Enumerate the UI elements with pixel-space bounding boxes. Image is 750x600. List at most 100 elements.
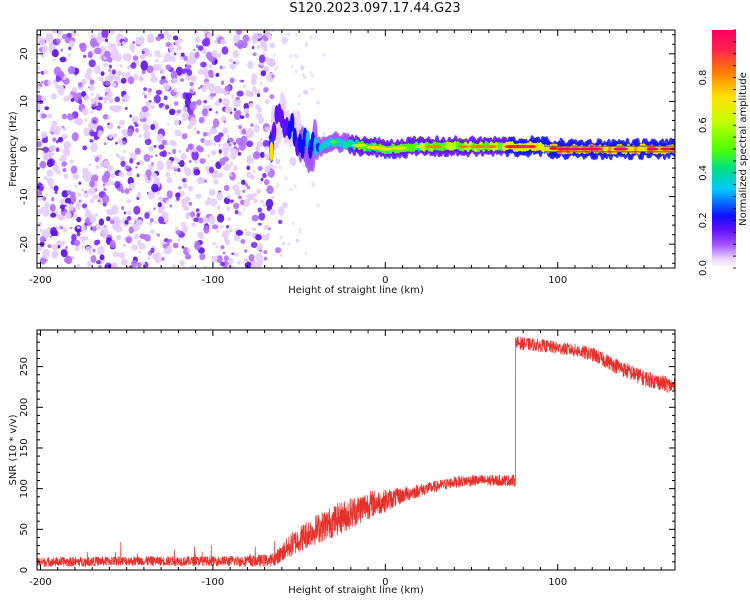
noise-speck [173, 87, 178, 93]
noise-speck [143, 234, 151, 242]
noise-speck [208, 82, 216, 93]
faint-speck [310, 87, 314, 91]
noise-speck [255, 252, 263, 262]
noise-speck [156, 133, 164, 143]
noise-speck [140, 60, 149, 71]
noise-speck [220, 261, 225, 267]
noise-speck [113, 109, 117, 113]
spectrogram-x-ticks: -200 -100 0 100 [29, 30, 662, 286]
noise-speck [158, 144, 165, 150]
noise-speck [192, 222, 196, 227]
noise-speck [226, 207, 231, 211]
noise-speck [148, 91, 152, 96]
noise-speck [120, 156, 126, 162]
noise-speck [94, 47, 102, 55]
noise-speck [181, 133, 188, 140]
noise-speck [185, 253, 192, 260]
noise-speck [51, 49, 59, 58]
noise-speck [182, 183, 188, 189]
noise-speck [231, 252, 235, 256]
noise-speck [50, 226, 58, 237]
noise-speck [271, 30, 275, 33]
noise-speck [258, 245, 264, 250]
noise-speck [163, 238, 169, 243]
noise-speck [218, 143, 221, 148]
noise-speck [240, 199, 245, 206]
noise-speck [118, 171, 125, 178]
noise-speck [82, 145, 88, 151]
noise-speck [84, 222, 88, 227]
noise-speck [243, 108, 250, 114]
noise-speck [229, 107, 233, 112]
noise-speck [37, 208, 43, 216]
noise-speck [232, 184, 240, 192]
noise-speck [121, 262, 125, 266]
noise-speck [120, 30, 123, 33]
noise-speck [100, 71, 105, 77]
noise-speck [247, 91, 254, 98]
noise-speck [161, 75, 166, 80]
noise-speck [37, 85, 41, 90]
noise-speck [256, 44, 261, 49]
noise-speck [131, 115, 139, 123]
noise-speck [215, 111, 219, 114]
noise-speck [126, 216, 132, 221]
noise-speck [155, 89, 163, 96]
noise-speck [263, 178, 270, 186]
noise-speck [185, 64, 192, 70]
noise-speck [222, 98, 230, 107]
noise-speck [244, 249, 248, 253]
noise-speck [71, 255, 75, 260]
noise-speck [92, 248, 96, 253]
faint-speck [279, 235, 283, 240]
noise-speck [108, 64, 112, 69]
colorbar-tick-label: 0.0 [698, 260, 709, 276]
noise-speck [228, 143, 232, 147]
noise-speck [138, 242, 146, 250]
colorbar: 0.0 0.2 0.4 0.6 0.8 Normalized spectral ampl… [698, 29, 749, 276]
noise-speck [197, 86, 201, 90]
noise-speck [251, 227, 257, 232]
x-tick-label: -200 [29, 577, 52, 588]
faint-speck [293, 184, 297, 188]
noise-speck [54, 126, 62, 132]
x-tick-label: -100 [202, 275, 225, 286]
noise-speck [203, 100, 208, 104]
noise-speck [275, 158, 281, 165]
y-tick-label: 200 [19, 398, 30, 417]
noise-speck [166, 176, 173, 184]
y-tick-label: -20 [19, 236, 30, 252]
noise-speck [193, 148, 197, 153]
noise-speck [227, 140, 230, 144]
noise-speck [112, 251, 120, 258]
noise-speck [149, 221, 152, 226]
noise-speck [212, 92, 216, 97]
noise-speck [228, 228, 233, 233]
noise-speck [264, 146, 269, 150]
noise-speck [198, 116, 205, 124]
noise-speck [63, 173, 69, 179]
noise-speck [107, 115, 111, 119]
noise-speck [102, 183, 106, 187]
noise-speck [144, 111, 150, 118]
noise-speck [141, 69, 146, 75]
noise-speck [157, 233, 160, 237]
noise-speck [125, 165, 130, 170]
noise-speck [70, 165, 78, 174]
noise-speck [174, 40, 180, 47]
noise-speck [80, 236, 86, 242]
noise-speck [37, 105, 41, 114]
noise-speck [201, 86, 207, 92]
noise-speck [171, 77, 179, 84]
noise-speck [98, 76, 104, 82]
noise-speck [97, 197, 104, 205]
noise-speck [51, 251, 59, 259]
noise-speck [150, 229, 155, 235]
noise-speck [128, 43, 136, 51]
noise-speck [114, 180, 121, 189]
noise-speck [149, 104, 156, 110]
noise-speck [116, 41, 122, 47]
noise-speck [73, 239, 81, 247]
noise-speck [251, 214, 259, 222]
noise-speck [62, 168, 67, 173]
